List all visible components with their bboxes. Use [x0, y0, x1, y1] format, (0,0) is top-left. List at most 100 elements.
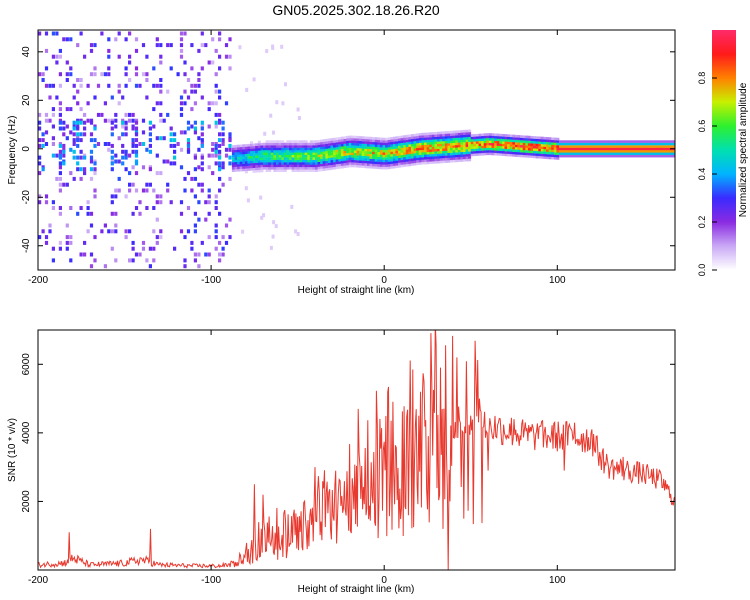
spectrogram-noise-cell: [103, 223, 107, 228]
spectrogram-ridge-cell: [652, 145, 656, 148]
spectrogram-ridge-cell: [302, 140, 305, 143]
spectrogram-noise-cell: [173, 246, 177, 251]
spectrogram-ridge-cell: [533, 148, 537, 151]
spectrogram-ridge-cell: [499, 133, 503, 137]
spectrogram-ridge-cell: [473, 138, 477, 142]
spectrogram-ridge-cell: [478, 133, 482, 137]
spectrogram-ridge-cell: [421, 154, 425, 158]
spectrogram-ridge-cell: [527, 140, 531, 144]
spectrogram-ridge-cell: [488, 145, 492, 148]
spectrogram-ridge-cell: [512, 151, 516, 155]
spectrogram-ridge-cell: [263, 159, 266, 163]
spectrogram-ridge-cell: [475, 150, 479, 154]
spectrogram-xtick-label: 100: [549, 275, 566, 286]
spectrogram-ridge-cell: [444, 160, 448, 163]
spectrogram-noise-cell: [117, 31, 121, 36]
spectrogram-ridge-cell: [421, 142, 425, 146]
spectrogram-ridge-cell: [465, 149, 469, 152]
spectrogram-noise-cell: [134, 206, 139, 210]
spectrogram-noise-cell: [221, 165, 225, 170]
spectrogram-ridge-cell: [252, 153, 256, 156]
spectrogram-noise-cell: [214, 143, 218, 148]
spectrogram-ridge-cell: [294, 169, 298, 172]
spectrogram-noise-cell: [58, 211, 62, 216]
spectrogram-ridge-cell: [327, 157, 331, 161]
spectrogram-ridge-cell: [322, 141, 326, 145]
spectrogram-noise-cell: [134, 138, 139, 143]
spectrogram-ridge-cell: [579, 140, 583, 143]
spectrogram-noise-cell: [155, 136, 159, 141]
spectrogram-ridge-cell: [286, 145, 290, 148]
spectrogram-noise-cell: [121, 155, 125, 160]
spectrogram-noise-cell: [228, 54, 232, 59]
spectrogram-ridge-cell: [400, 152, 404, 156]
spectrogram-ridge-cell: [283, 162, 287, 165]
spectrogram-ridge-cell: [434, 131, 438, 135]
spectrogram-ridge-cell: [470, 141, 474, 145]
spectrogram-noise-cell: [107, 229, 111, 234]
snr-ytick-label: 6000: [21, 353, 32, 376]
spectrogram-ridge-cell: [237, 159, 241, 162]
spectrogram-noise-cell: [41, 167, 45, 172]
spectrogram-ridge-cell: [548, 149, 552, 152]
spectrogram-ridge-cell: [431, 161, 435, 164]
spectrogram-noise-cell: [197, 182, 201, 187]
spectrogram-noise-cell: [207, 60, 211, 65]
spectrogram-faint-cell: [284, 82, 287, 87]
spectrogram-ridge-cell: [507, 139, 511, 142]
spectrogram-ridge-cell: [286, 157, 290, 160]
spectrogram-ridge-cell: [442, 160, 446, 164]
spectrogram-noise-cell: [38, 31, 42, 36]
spectrogram-ridge-cell: [572, 150, 575, 153]
spectrogram-noise-cell: [193, 194, 197, 199]
spectrogram-ridge-cell: [278, 152, 282, 155]
spectrogram-ridge-cell: [527, 135, 531, 139]
spectrogram-ridge-cell: [283, 145, 287, 148]
spectrogram-ridge-cell: [475, 146, 479, 149]
spectrogram-ridge-cell: [413, 138, 417, 142]
spectrogram-ridge-cell: [478, 141, 482, 144]
spectrogram-noise-cell: [179, 112, 184, 117]
spectrogram-noise-cell: [193, 101, 197, 106]
spectrogram-ridge-cell: [556, 140, 560, 143]
spectrogram-ridge-cell: [649, 152, 653, 155]
spectrogram-ridge-cell: [315, 169, 318, 172]
spectrogram-noise-cell: [131, 258, 135, 263]
spectrogram-ridge-cell: [525, 142, 529, 146]
spectrogram-ridge-cell: [325, 151, 329, 154]
spectrogram-noise-cell: [218, 132, 222, 137]
spectrogram-ridge-cell: [527, 143, 531, 146]
spectrogram-ridge-cell: [382, 162, 386, 165]
spectrogram-ridge-cell: [317, 159, 321, 162]
spectrogram-noise-cell: [193, 252, 197, 257]
spectrogram-noise-cell: [152, 229, 156, 234]
spectrogram-ridge-cell: [525, 135, 529, 139]
spectrogram-noise-cell: [193, 155, 197, 160]
spectrogram-ridge-cell: [657, 145, 661, 148]
spectrogram-ridge-cell: [424, 135, 427, 138]
spectrogram-ridge-cell: [343, 136, 347, 139]
spectrogram-ridge-cell: [416, 150, 420, 153]
spectrogram-ridge-cell: [283, 164, 287, 168]
spectrogram-ridge-cell: [426, 134, 430, 138]
spectrogram-noise-cell: [124, 83, 128, 88]
spectrogram-ridge-cell: [400, 135, 404, 139]
spectrogram-ridge-cell: [598, 145, 601, 148]
spectrogram-ridge-cell: [273, 152, 277, 155]
spectrogram-ridge-cell: [416, 143, 420, 146]
spectrogram-noise-cell: [190, 107, 194, 112]
spectrogram-ridge-cell: [452, 137, 456, 141]
spectrogram-ridge-cell: [652, 147, 656, 151]
spectrogram-ridge-cell: [408, 149, 412, 152]
spectrogram-ridge-cell: [312, 142, 316, 146]
spectrogram-ridge-cell: [278, 140, 282, 143]
spectrogram-ridge-cell: [665, 142, 669, 146]
spectrogram-noise-cell: [218, 66, 222, 71]
spectrogram-ridge-cell: [413, 143, 417, 147]
spectrogram-ridge-cell: [398, 152, 401, 156]
spectrogram-ridge-cell: [405, 156, 409, 160]
spectrogram-ridge-cell: [418, 150, 422, 153]
spectrogram-ridge-cell: [257, 164, 261, 168]
spectrogram-noise-cell: [110, 149, 114, 154]
spectrogram-ridge-cell: [644, 152, 648, 155]
